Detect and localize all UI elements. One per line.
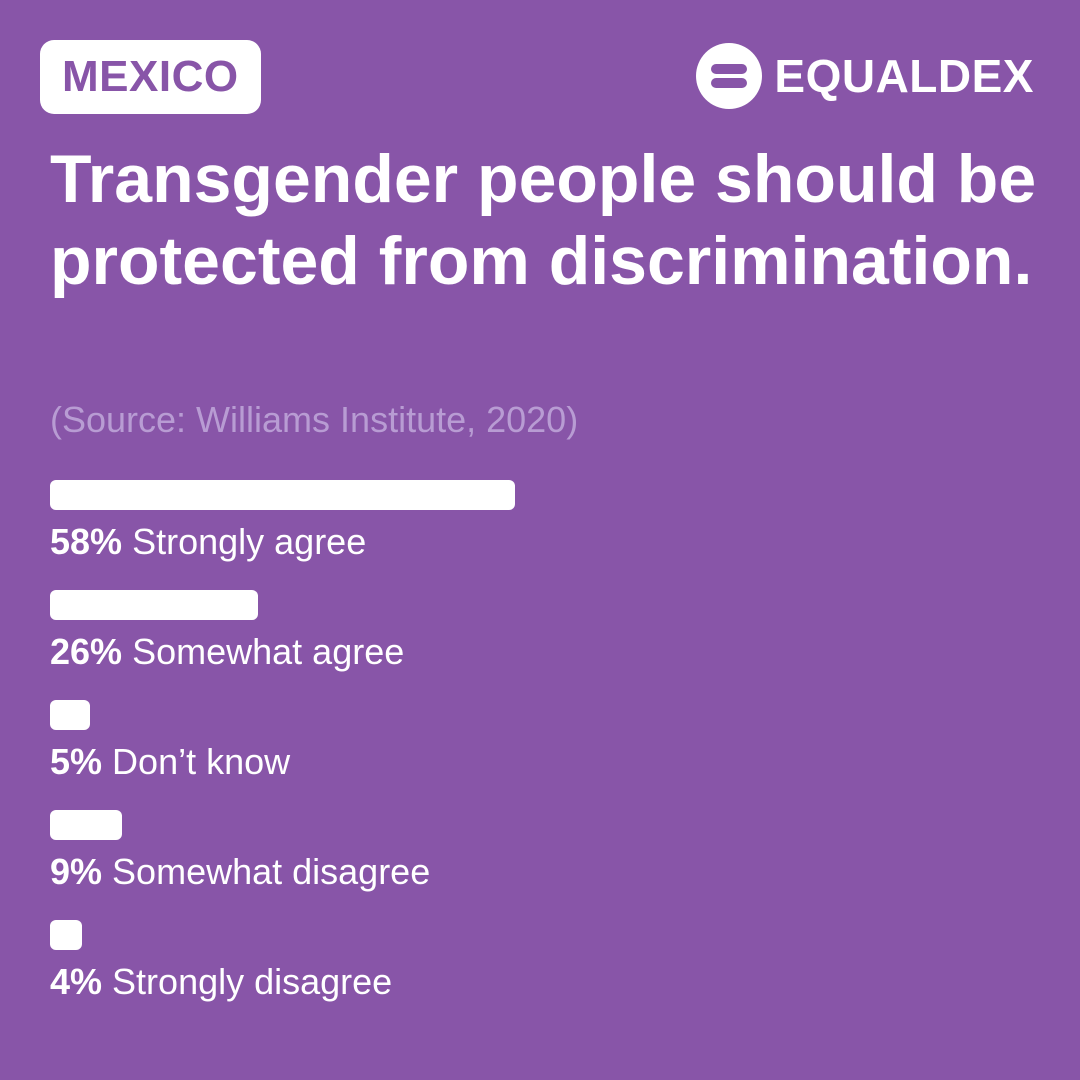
result-label: 9% Somewhat disagree — [50, 850, 430, 894]
country-badge: MEXICO — [40, 40, 261, 114]
result-category: Don’t know — [112, 741, 291, 782]
result-item: 26% Somewhat agree — [50, 590, 1030, 700]
result-bar — [50, 590, 259, 620]
result-label: 26% Somewhat agree — [50, 630, 404, 674]
result-item: 4% Strongly disagree — [50, 920, 1030, 1030]
result-bar — [50, 480, 515, 510]
result-percentage: 9% — [50, 851, 103, 892]
brand-logo: EQUALDEX — [696, 43, 1034, 109]
result-percentage: 5% — [50, 741, 103, 782]
result-label: 58% Strongly agree — [50, 520, 366, 564]
source-citation: (Source: Williams Institute, 2020) — [50, 399, 579, 440]
result-item: 5% Don’t know — [50, 700, 1030, 810]
results-chart: 58% Strongly agree 26% Somewhat agree 5% D… — [50, 480, 1030, 1030]
result-label: 4% Strongly disagree — [50, 960, 392, 1004]
result-category: Strongly agree — [132, 521, 367, 562]
result-category: Somewhat agree — [132, 631, 405, 672]
result-percentage: 4% — [50, 961, 103, 1002]
result-item: 58% Strongly agree — [50, 480, 1030, 590]
result-percentage: 26% — [50, 631, 123, 672]
equaldex-logo-icon — [696, 43, 763, 109]
result-percentage: 58% — [50, 521, 123, 562]
country-name: MEXICO — [62, 52, 239, 101]
brand-name: EQUALDEX — [774, 50, 1034, 102]
result-label: 5% Don’t know — [50, 740, 290, 784]
chart-title: Transgender people should be protected f… — [50, 141, 1037, 299]
result-bar — [50, 810, 123, 840]
result-bar — [50, 920, 83, 950]
result-bar — [50, 700, 91, 730]
result-category: Somewhat disagree — [112, 851, 431, 892]
result-item: 9% Somewhat disagree — [50, 810, 1030, 920]
result-category: Strongly disagree — [112, 961, 393, 1002]
